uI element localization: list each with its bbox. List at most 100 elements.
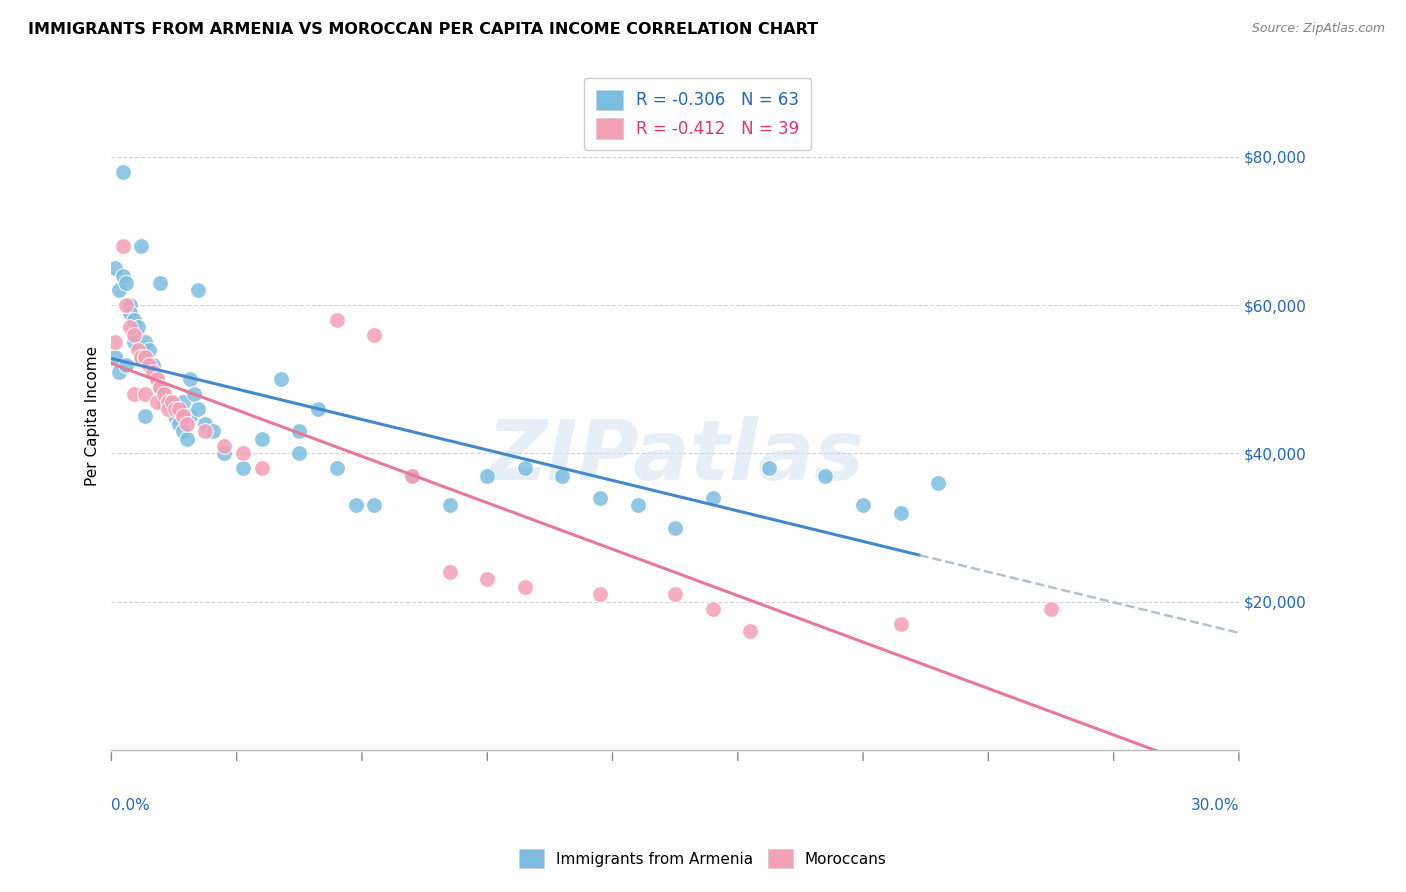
Point [111,239,134,253]
Point [134,387,156,401]
Point [165,402,187,417]
Point [172,409,194,424]
Point [120,305,142,319]
Point [589,491,612,505]
Point [134,350,156,364]
Point [551,468,574,483]
Point [104,261,127,276]
Point [183,387,205,401]
Text: Source: ZipAtlas.com: Source: ZipAtlas.com [1251,22,1385,36]
Point [513,461,536,475]
Point [176,432,198,446]
Point [115,358,138,372]
Point [172,424,194,438]
Point [122,327,145,342]
Point [250,432,273,446]
Point [307,402,329,417]
Y-axis label: Per Capita Income: Per Capita Income [86,346,100,486]
Point [176,417,198,431]
Point [122,387,145,401]
Point [115,298,138,312]
Point [212,446,235,460]
Point [138,358,160,372]
Point [167,402,190,417]
Point [740,624,762,639]
Point [165,409,187,424]
Point [156,402,179,417]
Point [626,499,648,513]
Text: 30.0%: 30.0% [1191,798,1239,814]
Point [363,327,385,342]
Point [142,358,165,372]
Point [145,372,167,386]
Point [927,476,949,491]
Text: IMMIGRANTS FROM ARMENIA VS MOROCCAN PER CAPITA INCOME CORRELATION CHART: IMMIGRANTS FROM ARMENIA VS MOROCCAN PER … [28,22,818,37]
Point [149,380,172,394]
Point [401,468,423,483]
Point [194,424,217,438]
Point [120,298,142,312]
Point [131,239,153,253]
Point [153,394,176,409]
Point [120,320,142,334]
Point [156,394,179,409]
Point [1040,602,1063,616]
Point [664,587,686,601]
Point [288,446,311,460]
Point [115,276,138,290]
Point [156,394,179,409]
Text: ZIPatlas: ZIPatlas [486,416,865,497]
Point [439,565,461,579]
Point [477,573,499,587]
Legend: R = -0.306   N = 63, R = -0.412   N = 39: R = -0.306 N = 63, R = -0.412 N = 39 [585,78,811,150]
Point [127,343,149,357]
Point [513,580,536,594]
Point [167,417,190,431]
Point [589,587,612,601]
Point [326,313,349,327]
Point [134,409,156,424]
Point [201,424,224,438]
Point [212,439,235,453]
Point [477,468,499,483]
Point [172,394,194,409]
Point [232,446,254,460]
Point [270,372,292,386]
Point [153,387,176,401]
Point [363,499,385,513]
Point [702,602,724,616]
Point [145,394,167,409]
Point [104,335,127,350]
Point [852,499,875,513]
Point [131,350,153,364]
Point [401,468,423,483]
Point [122,313,145,327]
Point [187,284,209,298]
Point [664,520,686,534]
Point [890,616,912,631]
Point [111,268,134,283]
Point [108,365,131,379]
Point [232,461,254,475]
Point [814,468,837,483]
Point [167,402,190,417]
Point [131,350,153,364]
Point [138,343,160,357]
Point [194,417,217,431]
Point [160,394,183,409]
Text: 0.0%: 0.0% [111,798,150,814]
Point [127,320,149,334]
Point [439,499,461,513]
Point [890,506,912,520]
Point [145,372,167,386]
Point [149,380,172,394]
Point [758,461,780,475]
Point [108,284,131,298]
Point [326,461,349,475]
Point [134,335,156,350]
Point [187,402,209,417]
Point [160,402,183,417]
Point [149,276,172,290]
Point [142,365,165,379]
Legend: Immigrants from Armenia, Moroccans: Immigrants from Armenia, Moroccans [512,841,894,875]
